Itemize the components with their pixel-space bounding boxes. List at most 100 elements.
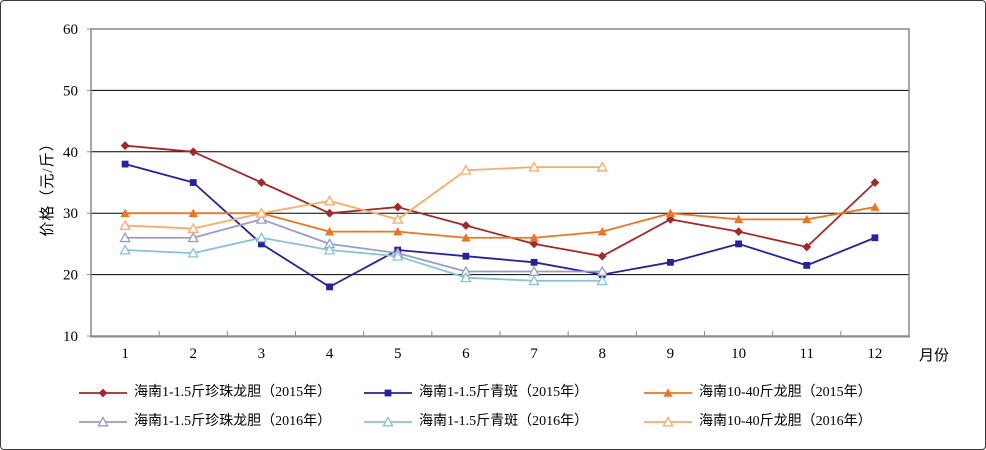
data-point-marker bbox=[392, 250, 404, 261]
data-point-marker bbox=[460, 164, 472, 175]
y-tick-label: 20 bbox=[63, 268, 78, 284]
legend-label: 海南1-1.5斤青斑（2015年） bbox=[419, 385, 589, 400]
x-tick-label: 9 bbox=[667, 346, 675, 362]
data-point-marker bbox=[666, 214, 675, 224]
data-point-marker bbox=[187, 231, 199, 243]
x-tick-label: 12 bbox=[867, 346, 882, 362]
data-point-marker bbox=[461, 233, 471, 242]
data-point-marker bbox=[529, 233, 539, 242]
series-line-3 bbox=[125, 218, 603, 273]
data-point-marker bbox=[663, 388, 673, 397]
y-axis-title: 价格（元/斤） bbox=[40, 135, 56, 237]
legend-item: 海南1-1.5斤珍珠龙胆（2016年） bbox=[79, 412, 331, 432]
data-point-marker bbox=[662, 416, 674, 427]
data-point-marker bbox=[119, 219, 131, 230]
data-point-marker bbox=[98, 388, 108, 398]
x-tick-label: 3 bbox=[258, 346, 266, 362]
legend-line-marker bbox=[644, 388, 692, 397]
data-point-marker bbox=[530, 258, 538, 266]
series-line-0 bbox=[125, 144, 876, 258]
legend-line-marker bbox=[79, 388, 127, 398]
data-point-marker bbox=[802, 242, 812, 252]
data-point-marker bbox=[460, 271, 472, 283]
data-point-marker bbox=[392, 213, 404, 224]
legend-line-marker bbox=[364, 416, 412, 427]
legend-item: 海南10-40斤龙胆（2016年） bbox=[644, 412, 872, 432]
data-point-marker bbox=[802, 214, 812, 224]
data-point-marker bbox=[255, 207, 268, 218]
data-point-marker bbox=[870, 202, 880, 211]
legend-label: 海南1-1.5斤青斑（2016年） bbox=[419, 414, 589, 429]
legend-item: 海南1-1.5斤青斑（2016年） bbox=[364, 412, 588, 432]
data-point-marker bbox=[871, 234, 879, 242]
data-point-marker bbox=[119, 244, 131, 255]
x-tick-label: 2 bbox=[190, 346, 198, 362]
data-point-marker bbox=[119, 231, 131, 243]
data-point-marker bbox=[596, 161, 608, 172]
data-point-marker bbox=[665, 208, 676, 217]
x-tick-label: 11 bbox=[800, 346, 814, 362]
data-point-marker bbox=[393, 227, 403, 236]
legend-label: 海南1-1.5斤珍珠龙胆（2016年） bbox=[134, 414, 332, 429]
data-point-marker bbox=[120, 141, 130, 151]
data-point-marker bbox=[188, 147, 198, 157]
y-tick-label: 10 bbox=[63, 329, 78, 345]
data-point-marker bbox=[529, 239, 539, 249]
legend-line-marker bbox=[79, 416, 127, 427]
data-point-marker bbox=[596, 274, 608, 286]
data-point-marker bbox=[97, 416, 109, 427]
legend-line-marker bbox=[644, 416, 692, 427]
data-point-marker bbox=[597, 251, 607, 261]
x-tick-label: 5 bbox=[394, 346, 402, 362]
series-line-5 bbox=[125, 166, 603, 230]
chart-legend: 海南1-1.5斤珍珠龙胆（2015年） 海南1-1.5斤青斑（2015年） 海南10… bbox=[1, 375, 985, 445]
data-point-marker bbox=[384, 389, 392, 397]
x-tick-label: 10 bbox=[731, 346, 746, 362]
data-point-marker bbox=[667, 258, 674, 266]
y-tick-label: 30 bbox=[63, 206, 78, 222]
x-tick-label: 1 bbox=[121, 346, 129, 362]
data-point-marker bbox=[257, 178, 266, 187]
series-line-1 bbox=[124, 163, 876, 288]
data-point-marker bbox=[528, 274, 540, 286]
series-line-2 bbox=[125, 206, 876, 239]
legend-line-marker bbox=[364, 389, 412, 397]
data-point-marker bbox=[326, 283, 333, 291]
data-point-marker bbox=[597, 227, 607, 236]
y-tick-label: 50 bbox=[63, 83, 78, 99]
data-point-marker bbox=[324, 227, 335, 236]
data-point-marker bbox=[189, 179, 197, 186]
data-point-marker bbox=[733, 214, 744, 224]
x-tick-label: 7 bbox=[530, 346, 538, 362]
legend-label: 海南1-1.5斤珍珠龙胆（2015年） bbox=[134, 385, 332, 400]
data-point-marker bbox=[255, 231, 268, 243]
data-point-marker bbox=[325, 208, 334, 218]
data-point-marker bbox=[120, 208, 130, 217]
data-point-marker bbox=[323, 244, 336, 255]
x-tick-label: 8 bbox=[599, 346, 607, 362]
legend-label: 海南10-40斤龙胆（2016年） bbox=[699, 414, 872, 429]
data-point-marker bbox=[735, 240, 742, 248]
x-axis-title: 月份 bbox=[919, 348, 950, 364]
plot-border bbox=[90, 28, 910, 337]
series-line-4 bbox=[125, 236, 603, 282]
data-point-marker bbox=[188, 208, 198, 217]
data-point-marker bbox=[187, 247, 199, 258]
legend-item: 海南10-40斤龙胆（2015年） bbox=[644, 383, 872, 403]
data-point-marker bbox=[382, 416, 394, 427]
data-point-marker bbox=[870, 178, 880, 187]
y-tick-label: 40 bbox=[63, 145, 78, 161]
legend-item: 海南1-1.5斤珍珠龙胆（2015年） bbox=[79, 383, 331, 403]
data-point-marker bbox=[187, 222, 199, 233]
data-point-marker bbox=[393, 202, 403, 212]
y-tick-label: 60 bbox=[63, 22, 78, 38]
legend-label: 海南10-40斤龙胆（2015年） bbox=[699, 385, 872, 400]
data-point-marker bbox=[462, 252, 470, 260]
legend-item: 海南1-1.5斤青斑（2015年） bbox=[364, 383, 588, 403]
data-point-marker bbox=[803, 261, 811, 269]
data-point-marker bbox=[734, 227, 743, 237]
data-point-marker bbox=[323, 194, 336, 206]
data-point-marker bbox=[461, 221, 471, 230]
